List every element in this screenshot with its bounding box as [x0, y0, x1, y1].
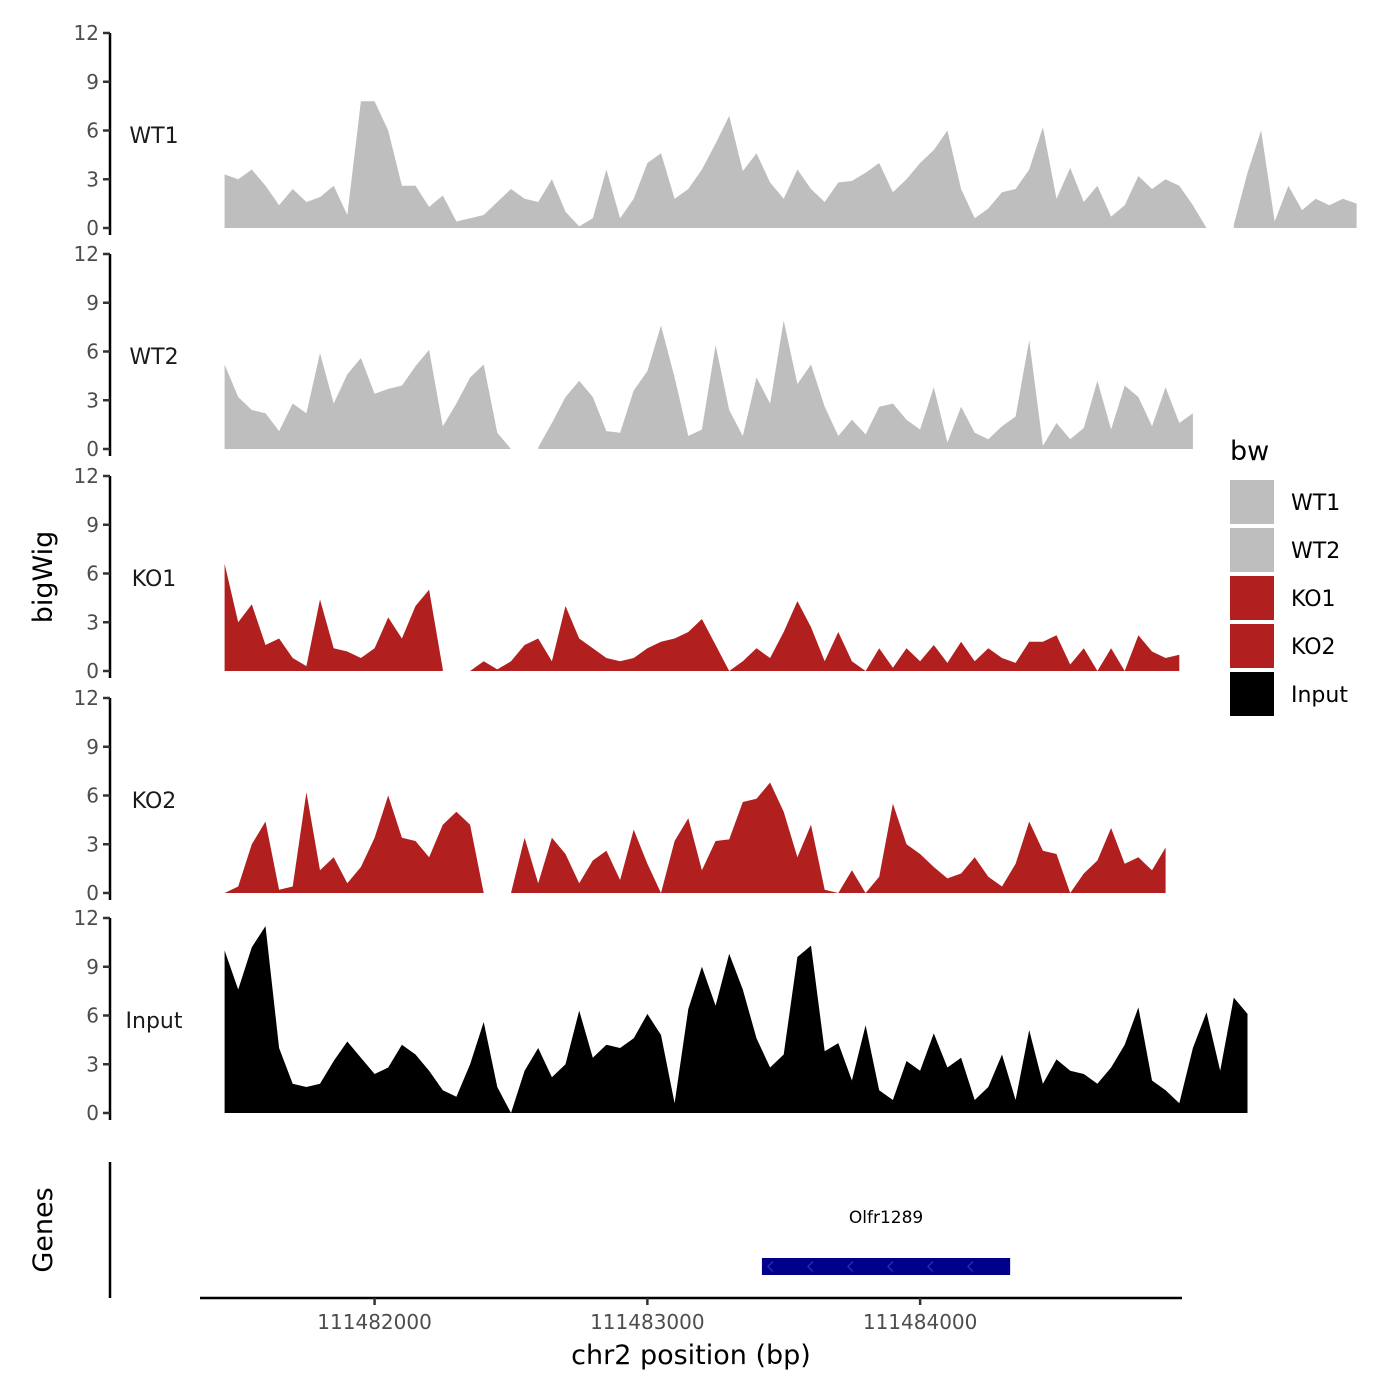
y-axis-title: bigWig — [28, 531, 59, 624]
track-label: KO2 — [132, 789, 177, 814]
y-tick-label: 9 — [86, 955, 99, 979]
y-tick-label: 0 — [86, 437, 99, 461]
gene-label: Olfr1289 — [849, 1208, 923, 1228]
legend-label: Input — [1291, 683, 1348, 708]
track-input: 0 3 6 9 12 Input — [74, 906, 1248, 1125]
x-tick-label: 111484000 — [863, 1310, 978, 1334]
x-tick-label: 111483000 — [590, 1310, 705, 1334]
y-tick-label: 6 — [86, 119, 99, 143]
y-tick-label: 0 — [86, 659, 99, 683]
y-tick-label: 12 — [74, 906, 99, 930]
legend-key-ko1 — [1230, 576, 1274, 620]
y-tick-label: 3 — [86, 388, 99, 412]
y-tick-label: 9 — [86, 513, 99, 537]
track-wt2: 0 3 6 9 12 WT2 — [74, 242, 1193, 461]
x-axis-title: chr2 position (bp) — [571, 1340, 811, 1371]
track-ko2: 0 3 6 9 12 KO2 — [74, 686, 1166, 905]
track-wt1: 0 3 6 9 12 WT1 — [74, 21, 1357, 240]
coverage-area-ko2 — [224, 792, 484, 893]
x-axis: 111482000 111483000 111484000 — [200, 1296, 1182, 1334]
y-tick-label: 9 — [86, 735, 99, 759]
legend-label: KO2 — [1291, 635, 1336, 660]
y-tick-label: 12 — [74, 686, 99, 710]
y-tick-label: 0 — [86, 881, 99, 905]
legend-key-input — [1230, 672, 1274, 716]
coverage-area-wt1 — [1233, 130, 1357, 228]
track-label: WT1 — [129, 124, 178, 149]
y-tick-label: 3 — [86, 167, 99, 191]
y-tick-label: 6 — [86, 562, 99, 586]
coverage-area-wt2 — [224, 349, 511, 449]
strand-arrow-icon — [806, 1260, 814, 1273]
track-label: WT2 — [129, 345, 178, 370]
coverage-area-wt1 — [224, 101, 1207, 228]
legend-label: WT2 — [1291, 539, 1340, 564]
coverage-area-input — [224, 926, 1248, 1113]
legend-title: bw — [1230, 436, 1269, 467]
y-tick-label: 12 — [74, 464, 99, 488]
strand-arrow-icon — [766, 1260, 774, 1273]
legend-key-wt1 — [1230, 480, 1274, 524]
legend-key-ko2 — [1230, 624, 1274, 668]
strand-arrow-icon — [926, 1260, 934, 1273]
genes-axis-title: Genes — [28, 1187, 59, 1272]
y-tick-label: 3 — [86, 610, 99, 634]
y-tick-label: 12 — [74, 21, 99, 45]
track-label: KO1 — [132, 567, 177, 592]
y-tick-label: 12 — [74, 242, 99, 266]
y-tick-label: 6 — [86, 1004, 99, 1028]
strand-arrow-icon — [966, 1260, 974, 1273]
strand-arrow-icon — [846, 1260, 854, 1273]
y-tick-label: 6 — [86, 784, 99, 808]
legend: bw WT1 WT2 KO1 KO2 Input — [1230, 436, 1348, 716]
y-tick-label: 3 — [86, 832, 99, 856]
coverage-area-ko2 — [511, 782, 1166, 893]
y-tick-label: 9 — [86, 70, 99, 94]
legend-label: WT1 — [1291, 491, 1340, 516]
y-tick-label: 3 — [86, 1052, 99, 1076]
track-label: Input — [126, 1009, 183, 1034]
legend-key-wt2 — [1230, 528, 1274, 572]
y-tick-label: 0 — [86, 216, 99, 240]
genes-panel: Olfr1289 — [108, 1162, 1011, 1298]
legend-label: KO1 — [1291, 587, 1336, 612]
y-tick-label: 6 — [86, 340, 99, 364]
track-ko1: 0 3 6 9 12 KO1 — [74, 464, 1180, 683]
tracks-layer: 0 3 6 9 12 WT1 0 3 6 9 12 WT2 0 3 6 9 12 KO1 0 3 6 9 12 KO2 0 3 6 9… — [74, 21, 1357, 1125]
strand-arrow-icon — [886, 1260, 894, 1273]
y-tick-label: 0 — [86, 1101, 99, 1125]
coverage-area-ko1 — [224, 563, 443, 671]
y-tick-label: 9 — [86, 291, 99, 315]
gene-body — [761, 1258, 1011, 1275]
x-tick-label: 111482000 — [317, 1310, 432, 1334]
coverage-area-ko1 — [470, 601, 1180, 671]
coverage-area-wt2 — [538, 320, 1193, 449]
